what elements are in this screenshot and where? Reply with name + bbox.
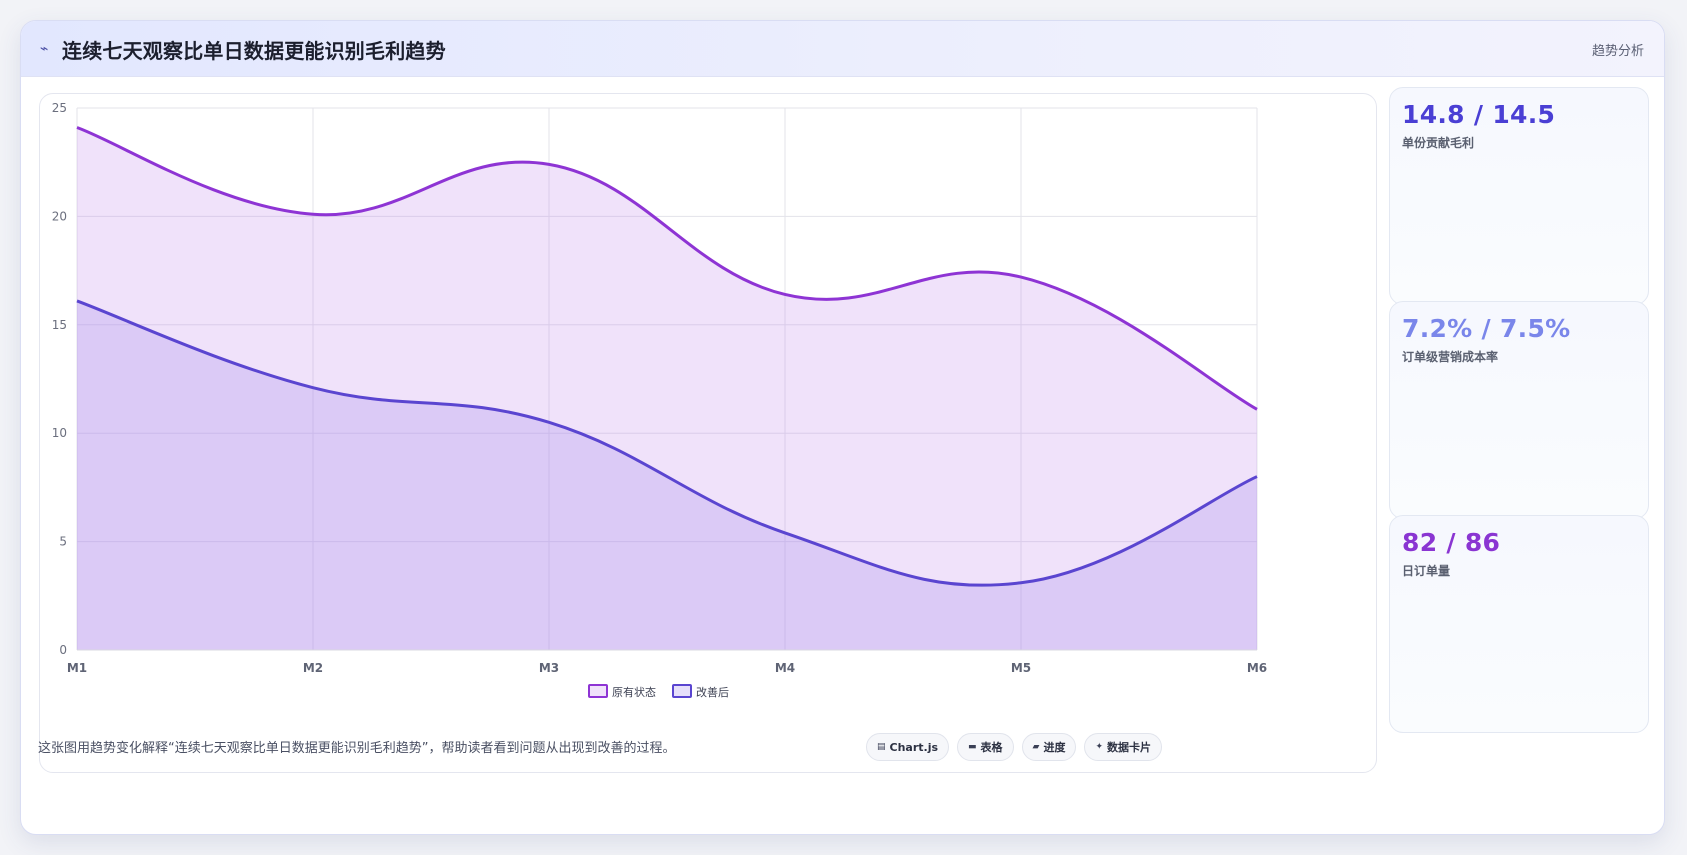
kpi-card-unit-margin: 14.8 / 14.5 单份贡献毛利 — [1389, 87, 1649, 305]
y-tick-label: 20 — [52, 209, 67, 223]
card-header: ⌁ 连续七天观察比单日数据更能识别毛利趋势 趋势分析 — [21, 21, 1664, 77]
header-tag: 趋势分析 — [1591, 44, 1644, 59]
chip-progress[interactable]: ▰ 进度 — [1021, 733, 1077, 761]
chip-data-card[interactable]: ✦ 数据卡片 — [1084, 733, 1163, 761]
kpi-label: 订单级营销成本率 — [1402, 350, 1499, 364]
series-line-2 — [76, 299, 1258, 587]
series-area-2 — [77, 300, 1257, 650]
legend-swatch-2 — [672, 684, 692, 698]
kpi-label: 单份贡献毛利 — [1402, 136, 1475, 150]
chart-icon: ▤ — [877, 742, 886, 752]
y-tick-label: 15 — [52, 318, 67, 332]
x-tick-label: M3 — [539, 661, 559, 675]
area-chart: 0 5 10 15 20 25 M1 M2 M3 M4 M5 M6 原有状态 改善后 — [52, 101, 1267, 699]
y-tick-label: 10 — [52, 426, 67, 440]
legend-label-1: 原有状态 — [612, 685, 656, 699]
chart-panel: 0 5 10 15 20 25 M1 M2 M3 M4 M5 M6 原有状态 改善后 — [39, 93, 1377, 773]
x-tick-label: M4 — [775, 661, 795, 675]
kpi-value: 14.8 / 14.5 — [1402, 100, 1556, 129]
x-tick-label: M1 — [67, 661, 87, 675]
legend-swatch-1 — [588, 684, 608, 698]
sparkle-icon: ✦ — [1095, 742, 1104, 752]
table-icon: ▬ — [968, 742, 977, 752]
x-tick-label: M6 — [1247, 661, 1267, 675]
progress-icon: ▰ — [1032, 742, 1040, 752]
x-tick-label: M5 — [1011, 661, 1031, 675]
page-title: 连续七天观察比单日数据更能识别毛利趋势 — [62, 39, 446, 63]
series-line-1 — [76, 126, 1258, 411]
x-tick-label: M2 — [303, 661, 323, 675]
kpi-card-marketing-rate: 7.2% / 7.5% 订单级营销成本率 — [1389, 301, 1649, 519]
chart-caption: 这张图用趋势变化解释“连续七天观察比单日数据更能识别毛利趋势”，帮助读者看到问题… — [38, 741, 676, 756]
chip-label: 数据卡片 — [1107, 741, 1152, 754]
chip-chartjs[interactable]: ▤ Chart.js — [866, 733, 950, 761]
kpi-label: 日订单量 — [1402, 564, 1451, 578]
legend-label-2: 改善后 — [696, 685, 729, 699]
kpi-value: 7.2% / 7.5% — [1402, 314, 1571, 343]
chip-label: 进度 — [1043, 741, 1066, 754]
y-tick-label: 25 — [52, 101, 67, 115]
y-tick-label: 0 — [59, 643, 67, 657]
main-card: ⌁ 连续七天观察比单日数据更能识别毛利趋势 趋势分析 0 5 10 15 20 25 M1 M… — [20, 20, 1665, 835]
chip-label: 表格 — [980, 741, 1003, 754]
tech-chips: ▤ Chart.js ▬ 表格 ▰ 进度 ✦ 数据卡片 — [866, 733, 1163, 761]
series-area-1 — [77, 127, 1257, 650]
chip-table[interactable]: ▬ 表格 — [957, 733, 1014, 761]
kpi-card-daily-orders: 82 / 86 日订单量 — [1389, 515, 1649, 733]
kpi-value: 82 / 86 — [1402, 528, 1501, 557]
trend-line-icon: ⌁ — [40, 41, 49, 57]
chip-label: Chart.js — [889, 740, 939, 754]
y-tick-label: 5 — [59, 535, 67, 549]
